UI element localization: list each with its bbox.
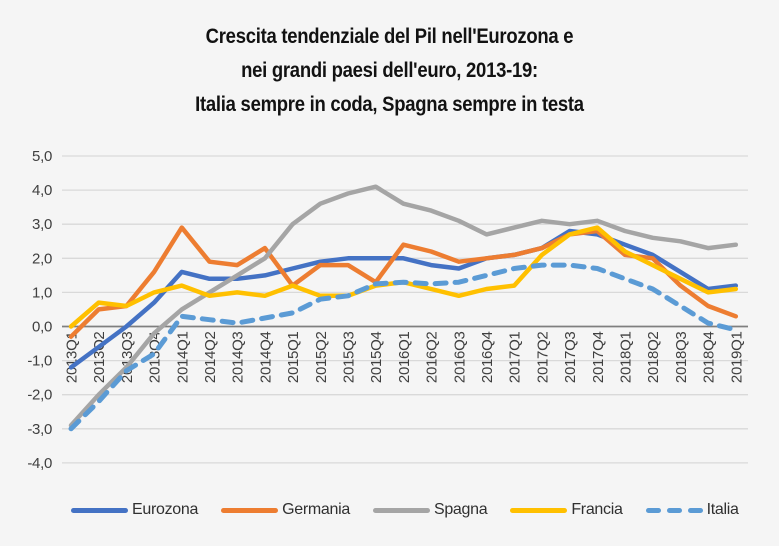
y-axis-label: 0,0 (32, 319, 52, 336)
chart-title-line-2: nei grandi paesi dell'euro, 2013-19: (241, 59, 538, 82)
y-axis-label: 1,0 (32, 284, 52, 301)
y-axis-label: 5,0 (32, 148, 52, 165)
x-axis-label: 2016Q3 (451, 332, 468, 384)
x-axis-label: 2014Q2 (202, 332, 219, 384)
y-axis-label: 4,0 (32, 182, 52, 199)
legend-dash-segment (666, 507, 682, 513)
legend-swatch-germania (221, 507, 279, 513)
legend-swatch-francia (510, 507, 568, 513)
x-axis-label: 2015Q3 (341, 332, 358, 384)
legend-label-italia: Italia (706, 501, 739, 518)
x-axis-label: 2018Q4 (701, 332, 718, 384)
legend-dash-segment (687, 507, 703, 513)
x-axis-label: 2018Q1 (618, 332, 635, 384)
legend-swatch-spagna (372, 507, 430, 513)
chart-legend: Eurozona Germania Spagna Francia Italia (71, 501, 739, 519)
x-axis-label: 2014Q4 (257, 332, 274, 384)
chart-title-line-1: Crescita tendenziale del Pil nell'Eurozo… (205, 25, 574, 48)
legend-dash-segment (645, 507, 661, 513)
x-axis-label: 2015Q1 (285, 332, 302, 384)
y-axis-label: -2,0 (27, 387, 52, 404)
x-axis-label: 2016Q2 (424, 332, 441, 384)
legend-item-germania: Germania (221, 501, 350, 519)
x-axis-label: 2014Q3 (230, 332, 247, 384)
x-axis-label: 2016Q1 (396, 332, 413, 384)
series-line-italia (68, 262, 739, 432)
series-line-germania (68, 225, 739, 339)
legend-label-spagna: Spagna (433, 501, 488, 518)
legend-swatch-eurozona (71, 507, 128, 513)
legend-item-francia: Francia (510, 501, 623, 519)
legend-item-italia: Italia (645, 501, 739, 519)
y-axis-label: -1,0 (27, 353, 52, 370)
chart-title: Crescita tendenziale del Pil nell'Eurozo… (47, 20, 733, 122)
y-axis-label: 3,0 (32, 216, 52, 233)
x-axis-label: 2017Q1 (507, 332, 524, 384)
series-line-eurozona (68, 228, 739, 370)
x-axis-label: 2014Q1 (174, 332, 191, 384)
x-axis-label: 2017Q3 (562, 332, 579, 384)
y-axis-label: -4,0 (27, 455, 52, 472)
legend-label-francia: Francia (571, 501, 623, 518)
x-axis-label: 2015Q2 (313, 332, 330, 384)
x-axis-label: 2017Q2 (534, 332, 551, 384)
y-axis-label: -3,0 (27, 421, 52, 438)
x-axis-label: 2016Q4 (479, 332, 496, 384)
x-axis-label: 2018Q2 (645, 332, 662, 384)
x-axis-label: 2019Q1 (728, 332, 745, 384)
x-axis-label: 2013Q1 (64, 332, 81, 384)
legend-swatch-italia (645, 507, 703, 513)
x-axis-label: 2018Q3 (673, 332, 690, 384)
series-line-spagna (68, 184, 739, 428)
x-axis-label: 2017Q4 (590, 332, 607, 384)
x-axis-label: 2015Q4 (368, 332, 385, 384)
legend-label-eurozona: Eurozona (132, 501, 199, 518)
chart-title-line-3: Italia sempre in coda, Spagna sempre in … (195, 93, 584, 116)
legend-item-eurozona: Eurozona (71, 501, 198, 519)
legend-label-germania: Germania (282, 501, 350, 518)
legend-item-spagna: Spagna (372, 501, 488, 519)
y-axis-label: 2,0 (32, 250, 52, 267)
